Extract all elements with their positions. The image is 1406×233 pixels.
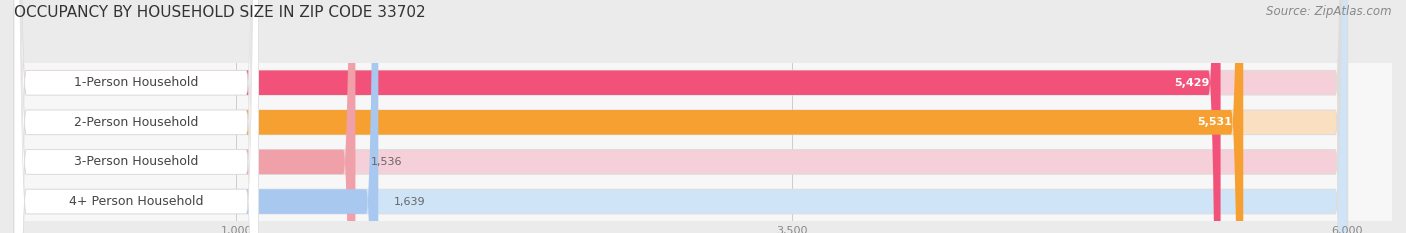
Text: 5,429: 5,429 [1174, 78, 1209, 88]
FancyBboxPatch shape [14, 0, 1243, 233]
FancyBboxPatch shape [14, 0, 1220, 233]
FancyBboxPatch shape [14, 0, 1347, 233]
FancyBboxPatch shape [14, 0, 1347, 233]
Text: Source: ZipAtlas.com: Source: ZipAtlas.com [1267, 5, 1392, 18]
FancyBboxPatch shape [14, 0, 378, 233]
FancyBboxPatch shape [14, 0, 356, 233]
Text: 1-Person Household: 1-Person Household [75, 76, 198, 89]
Text: OCCUPANCY BY HOUSEHOLD SIZE IN ZIP CODE 33702: OCCUPANCY BY HOUSEHOLD SIZE IN ZIP CODE … [14, 5, 426, 20]
FancyBboxPatch shape [14, 0, 259, 233]
FancyBboxPatch shape [14, 0, 1347, 233]
Text: 3-Person Household: 3-Person Household [75, 155, 198, 168]
Text: 5,531: 5,531 [1198, 117, 1232, 127]
FancyBboxPatch shape [14, 0, 259, 233]
Text: 1,639: 1,639 [394, 197, 426, 206]
FancyBboxPatch shape [14, 0, 1347, 233]
FancyBboxPatch shape [14, 0, 259, 233]
FancyBboxPatch shape [14, 0, 259, 233]
Text: 2-Person Household: 2-Person Household [75, 116, 198, 129]
Text: 1,536: 1,536 [371, 157, 402, 167]
Text: 4+ Person Household: 4+ Person Household [69, 195, 204, 208]
